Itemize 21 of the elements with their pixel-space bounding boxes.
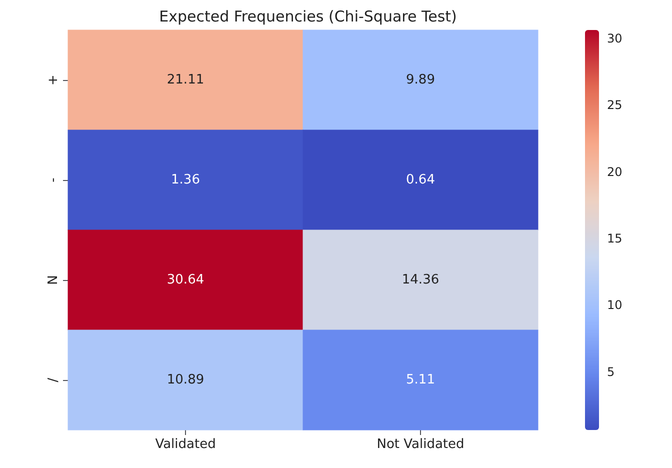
- data-label: 0.64: [406, 172, 435, 188]
- data-label: 10.89: [166, 372, 204, 388]
- data-label: 30.64: [166, 272, 204, 288]
- data-label: 5.11: [406, 372, 435, 388]
- color-bar-label: 10: [607, 298, 622, 312]
- color-bar-label: 5: [607, 364, 615, 379]
- x-tick-label: Not Validated: [376, 437, 464, 452]
- data-label: 1.36: [171, 172, 200, 188]
- data-label: 9.89: [406, 72, 435, 88]
- y-tick-label: -: [46, 177, 61, 182]
- data-label: 21.11: [166, 72, 204, 88]
- color-bar-label: 30: [607, 32, 622, 46]
- y-tick-label: N: [46, 275, 61, 285]
- data-label: 14.36: [402, 272, 440, 288]
- color-bar-label: 25: [607, 98, 622, 112]
- x-tick-label: Validated: [155, 437, 216, 452]
- y-tick-label: /: [46, 377, 61, 382]
- color-bar-label: 20: [607, 164, 622, 179]
- chart-title: Expected Frequencies (Chi-Square Test): [159, 8, 457, 26]
- y-tick-label: +: [46, 74, 61, 86]
- color-bar-label: 15: [607, 232, 622, 246]
